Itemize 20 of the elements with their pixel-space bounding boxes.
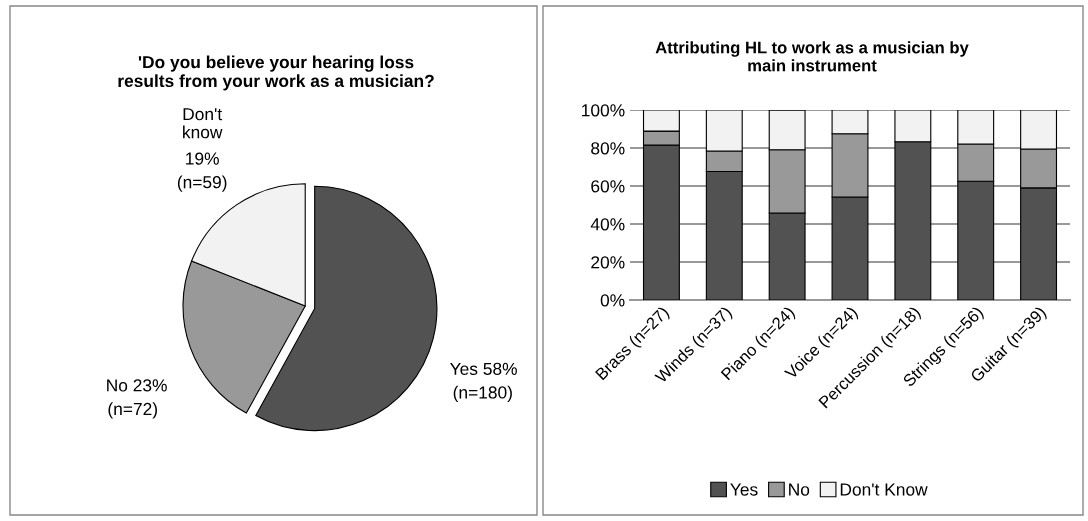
y-tick-label: 100%: [582, 104, 625, 117]
slice-label: No: [107, 379, 128, 392]
data-label: 23%: [133, 379, 167, 392]
text: (n=180): [453, 385, 512, 403]
legend-label: No: [789, 483, 810, 496]
legend-label: Don't Know: [840, 483, 928, 496]
data-label: 19%: [186, 152, 219, 165]
chart-title: 'Do you believe your hearing loss results from your work as a musician?: [118, 55, 434, 91]
text: (n=59): [177, 175, 227, 192]
slice-label: Yes: [450, 362, 478, 375]
y-tick-label: 0%: [600, 294, 625, 307]
data-label: 58%: [483, 362, 517, 375]
y-tick-label: 80%: [591, 142, 625, 155]
legend-label: Yes: [730, 483, 758, 496]
text: (n=72): [108, 402, 157, 419]
chart-title: Attributing HL to work as a musician by main instrument: [655, 41, 969, 72]
y-tick-label: 40%: [590, 218, 625, 231]
y-tick-label: 20%: [591, 256, 625, 269]
y-tick-label: 60%: [591, 180, 625, 193]
slice-label: Don't know: [183, 108, 223, 139]
